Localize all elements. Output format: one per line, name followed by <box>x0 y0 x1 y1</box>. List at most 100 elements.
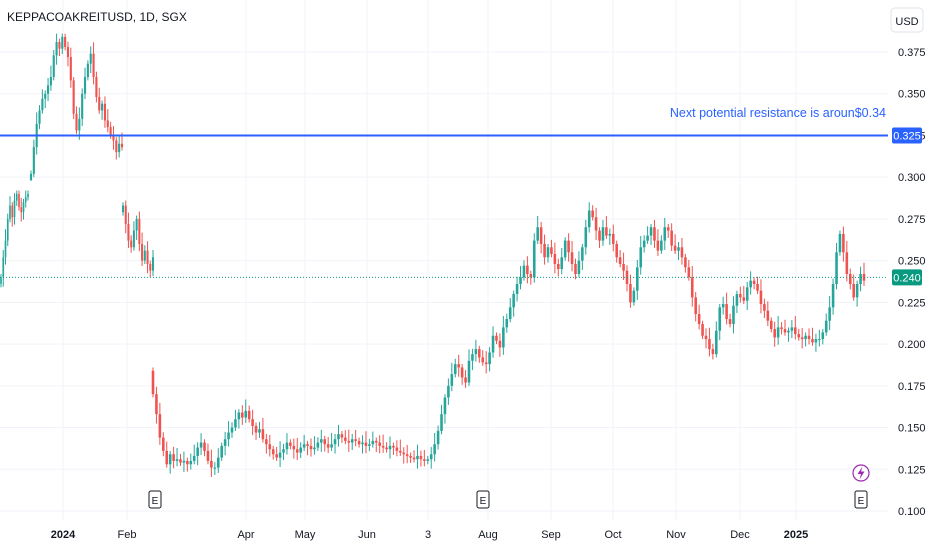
candle-body <box>677 247 680 251</box>
candle <box>112 126 115 150</box>
candle-body <box>112 135 115 141</box>
currency-box[interactable] <box>890 7 924 33</box>
candle-body <box>371 440 375 445</box>
candle-body <box>9 205 11 219</box>
candle-body <box>752 280 756 285</box>
earnings-marker[interactable]: E <box>148 490 162 509</box>
x-axis[interactable]: 2024 Feb Apr May Jun 3 Aug Sep Oct Nov Dec 2025 <box>51 529 808 541</box>
candle-body <box>440 414 443 431</box>
y-tick-label: 0.375 <box>898 47 926 59</box>
candle-body <box>38 110 41 124</box>
candle <box>769 317 773 333</box>
candle <box>135 215 138 240</box>
lightning-icon[interactable] <box>852 464 870 482</box>
candle-body <box>330 444 333 448</box>
candle-body <box>546 247 550 258</box>
candle-body <box>11 205 14 218</box>
candle-body <box>763 304 766 311</box>
candle-body <box>289 442 292 446</box>
candle <box>278 441 282 467</box>
candle-body <box>103 103 107 121</box>
candle <box>426 455 430 465</box>
y-axis[interactable]: 0.3750.3500.3250.3000.2750.2500.2250.200… <box>898 47 926 518</box>
candle <box>653 219 656 248</box>
candle <box>106 109 109 133</box>
candle <box>22 198 25 220</box>
candle <box>13 193 16 225</box>
candle-body <box>189 460 193 465</box>
candle <box>282 443 285 460</box>
candle-body <box>515 284 519 295</box>
candle-body <box>299 447 302 453</box>
candle-body <box>72 80 75 114</box>
resistance-annotation[interactable]: Next potential resistance is aroun$0.34 <box>670 106 886 120</box>
candle <box>399 439 402 456</box>
candle-body <box>800 337 804 340</box>
candle <box>515 276 519 302</box>
candle <box>632 287 636 306</box>
y-tick-label: 0.200 <box>898 339 926 351</box>
candle-body <box>581 247 584 261</box>
candle <box>464 370 467 388</box>
candle <box>141 232 144 266</box>
earnings-marker[interactable]: E <box>854 490 868 509</box>
candle <box>81 88 84 127</box>
candle-body <box>481 357 485 363</box>
candle <box>162 432 165 457</box>
candle <box>227 421 230 447</box>
candle-body <box>120 143 124 148</box>
candle <box>835 242 838 290</box>
candle-body <box>75 113 78 131</box>
candle <box>701 320 704 340</box>
candle <box>708 327 711 357</box>
candle-body <box>395 447 399 451</box>
candle <box>103 96 107 128</box>
candle-body <box>512 294 515 308</box>
candle-body <box>611 233 615 244</box>
candle-body <box>838 233 842 253</box>
candle <box>69 47 72 88</box>
candle-body <box>711 349 715 355</box>
candle-body <box>168 454 172 465</box>
candle <box>855 280 859 307</box>
candle <box>199 433 203 455</box>
symbol-label: KEPPACOAKREITUSD, 1D, SGX <box>7 10 187 24</box>
candle-body <box>206 450 210 461</box>
y-tick-label: 0.300 <box>898 172 926 184</box>
candle-body <box>309 445 313 450</box>
candle-body <box>519 277 522 285</box>
candle <box>749 271 752 295</box>
candle <box>694 292 697 322</box>
x-tick-label: Jun <box>358 529 376 541</box>
candle-body <box>478 349 481 358</box>
candle-body <box>385 447 388 450</box>
candle-body <box>807 335 811 340</box>
candle <box>663 217 667 250</box>
candle-body <box>666 227 670 231</box>
candle <box>118 136 121 158</box>
candle <box>275 446 278 461</box>
candle-body <box>453 364 457 375</box>
candle <box>715 321 718 358</box>
candle <box>790 320 794 339</box>
candle-body <box>502 327 505 348</box>
candle-body <box>18 193 20 208</box>
candle <box>842 226 845 262</box>
candle-body <box>165 450 169 465</box>
earnings-marker[interactable]: E <box>476 490 490 509</box>
candle-body <box>557 263 560 269</box>
candle-body <box>423 459 426 461</box>
candle-body <box>388 445 392 450</box>
candle-body <box>275 454 278 458</box>
candle <box>742 286 746 305</box>
candle-body <box>2 257 5 278</box>
candle <box>316 437 320 451</box>
candle <box>347 429 351 452</box>
candle <box>508 298 512 323</box>
candle-body <box>61 36 64 49</box>
candle <box>550 239 553 258</box>
candle-body <box>199 442 203 448</box>
candle <box>405 444 409 464</box>
x-tick-label: 3 <box>425 529 431 541</box>
candle <box>629 274 632 308</box>
